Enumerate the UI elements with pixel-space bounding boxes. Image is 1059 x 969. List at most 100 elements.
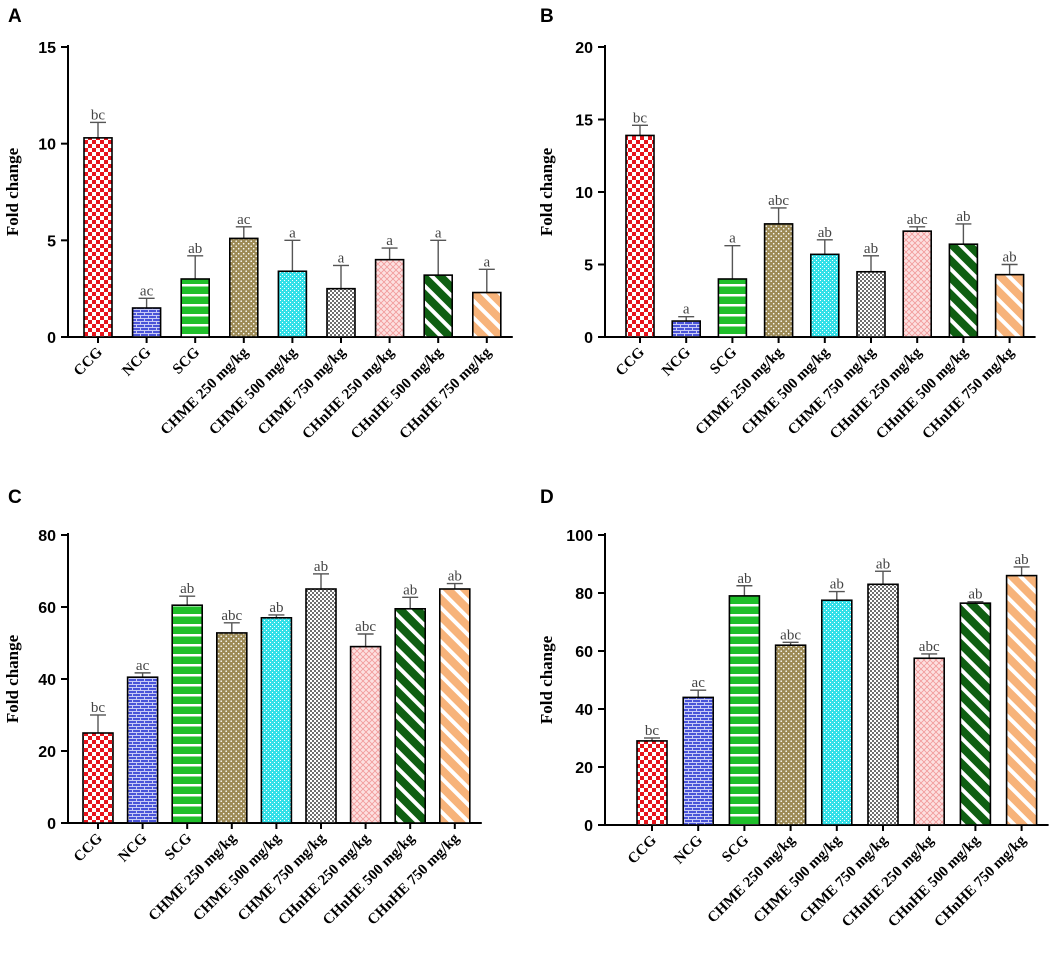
significance-label: a bbox=[386, 233, 393, 249]
bar-chme-500-mg-kg bbox=[260, 616, 293, 824]
significance-label: bc bbox=[645, 723, 660, 739]
y-tick-label: 40 bbox=[38, 672, 56, 689]
x-tick-label: CHnHE 750 mg/kg bbox=[919, 344, 1017, 442]
x-tick-label: CHnHE 750 mg/kg bbox=[931, 832, 1029, 930]
significance-label: abc bbox=[221, 608, 242, 624]
bar-chnhe-250-mg-kg bbox=[374, 258, 405, 338]
bar-chnhe-250-mg-kg bbox=[913, 657, 946, 826]
panel-letter: C bbox=[8, 487, 22, 508]
bar-scg bbox=[171, 604, 203, 824]
y-tick-label: 15 bbox=[38, 40, 56, 57]
chart-panel-d: D Fold change 0 20 40 60 80 100 bc CCG ac NCG ab SCG a… bbox=[537, 487, 1049, 930]
y-tick-label: 40 bbox=[575, 702, 593, 719]
y-axis-label: Fold change bbox=[3, 634, 22, 723]
significance-label: bc bbox=[633, 110, 648, 126]
y-tick-label: 0 bbox=[584, 818, 593, 835]
bar-ncg bbox=[126, 676, 159, 824]
significance-label: bc bbox=[91, 107, 106, 123]
bar-chnhe-500-mg-kg bbox=[394, 607, 427, 824]
significance-label: a bbox=[338, 250, 345, 266]
x-tick-label: SCG bbox=[719, 832, 752, 865]
x-tick-label: NCG bbox=[659, 344, 694, 379]
significance-label: ab bbox=[864, 241, 878, 257]
bar-scg bbox=[728, 595, 761, 826]
y-tick-label: 20 bbox=[575, 40, 593, 57]
significance-label: a bbox=[729, 231, 736, 247]
x-tick-label: NCG bbox=[120, 344, 155, 379]
x-tick-label: CCG bbox=[625, 832, 660, 867]
bar-scg bbox=[717, 278, 748, 338]
y-tick-label: 20 bbox=[38, 744, 56, 761]
bar-chnhe-750-mg-kg bbox=[994, 273, 1025, 338]
significance-label: a bbox=[683, 302, 690, 318]
bar-chme-750-mg-kg bbox=[867, 583, 899, 826]
x-tick-label: NCG bbox=[116, 830, 151, 865]
y-axis-label: Fold change bbox=[3, 147, 22, 236]
y-tick-label: 20 bbox=[575, 760, 593, 777]
x-tick-label: NCG bbox=[671, 832, 706, 867]
bar-chnhe-500-mg-kg bbox=[959, 602, 992, 826]
x-tick-label: CHME 500 mg/kg bbox=[739, 344, 833, 438]
significance-label: a bbox=[483, 254, 490, 270]
bar-chnhe-750-mg-kg bbox=[438, 588, 471, 824]
bar-scg bbox=[180, 278, 210, 338]
y-axis-label: Fold change bbox=[537, 635, 556, 724]
bar-chme-250-mg-kg bbox=[763, 223, 794, 338]
x-tick-label: CHME 250 mg/kg bbox=[705, 832, 799, 926]
significance-label: ab bbox=[448, 569, 462, 585]
y-tick-label: 0 bbox=[584, 330, 593, 347]
y-tick-label: 5 bbox=[47, 233, 56, 250]
x-tick-label: CHME 750 mg/kg bbox=[255, 344, 349, 438]
bar-chme-250-mg-kg bbox=[216, 632, 248, 824]
bar-chnhe-750-mg-kg bbox=[1005, 574, 1038, 826]
x-tick-label: CHME 750 mg/kg bbox=[797, 832, 891, 926]
x-tick-label: CHME 250 mg/kg bbox=[693, 344, 787, 438]
significance-label: ab bbox=[314, 559, 328, 575]
y-tick-label: 60 bbox=[38, 600, 56, 617]
x-tick-label: CCG bbox=[71, 830, 106, 865]
significance-label: bc bbox=[91, 700, 106, 716]
bar-ccg bbox=[625, 134, 655, 338]
bar-ncg bbox=[131, 307, 162, 338]
significance-label: abc bbox=[919, 639, 940, 655]
x-tick-label: CHME 500 mg/kg bbox=[751, 832, 845, 926]
bar-ncg bbox=[682, 696, 715, 826]
y-tick-label: 60 bbox=[575, 644, 593, 661]
x-tick-label: SCG bbox=[162, 830, 195, 863]
y-tick-label: 15 bbox=[575, 113, 593, 130]
significance-label: ab bbox=[269, 600, 283, 616]
significance-label: ab bbox=[956, 209, 970, 225]
significance-label: abc bbox=[907, 212, 928, 228]
x-tick-label: CHnHE 250 mg/kg bbox=[299, 344, 397, 442]
significance-label: ab bbox=[830, 577, 844, 593]
bar-chme-750-mg-kg bbox=[856, 270, 886, 338]
x-tick-label: CHME 750 mg/kg bbox=[785, 344, 879, 438]
significance-label: abc bbox=[780, 627, 801, 643]
x-tick-label: SCG bbox=[170, 344, 203, 377]
significance-label: ac bbox=[237, 212, 251, 228]
panel-letter: B bbox=[540, 6, 554, 27]
chart-panel-a: A Fold change 0 5 10 15 bc CCG ac NCG ab SCG ac CHME … bbox=[3, 6, 513, 442]
y-tick-label: 10 bbox=[575, 185, 593, 202]
y-tick-label: 100 bbox=[566, 528, 593, 545]
significance-label: ab bbox=[403, 582, 417, 598]
bar-chnhe-250-mg-kg bbox=[349, 645, 382, 824]
significance-label: ab bbox=[968, 587, 982, 603]
x-tick-label: SCG bbox=[707, 344, 740, 377]
significance-label: ab bbox=[1015, 552, 1029, 568]
x-tick-label: CHME 250 mg/kg bbox=[158, 344, 252, 438]
bar-chme-500-mg-kg bbox=[809, 253, 840, 338]
bar-chnhe-500-mg-kg bbox=[423, 274, 454, 338]
bar-ccg bbox=[82, 732, 114, 824]
significance-label: a bbox=[289, 225, 296, 241]
significance-label: abc bbox=[768, 193, 789, 209]
bar-chnhe-500-mg-kg bbox=[948, 243, 979, 338]
bar-ccg bbox=[636, 740, 668, 826]
significance-label: abc bbox=[355, 619, 376, 635]
significance-label: ab bbox=[180, 581, 194, 597]
significance-label: a bbox=[435, 225, 442, 241]
bar-ncg bbox=[671, 320, 702, 338]
y-tick-label: 80 bbox=[575, 586, 593, 603]
y-tick-label: 0 bbox=[47, 816, 56, 833]
